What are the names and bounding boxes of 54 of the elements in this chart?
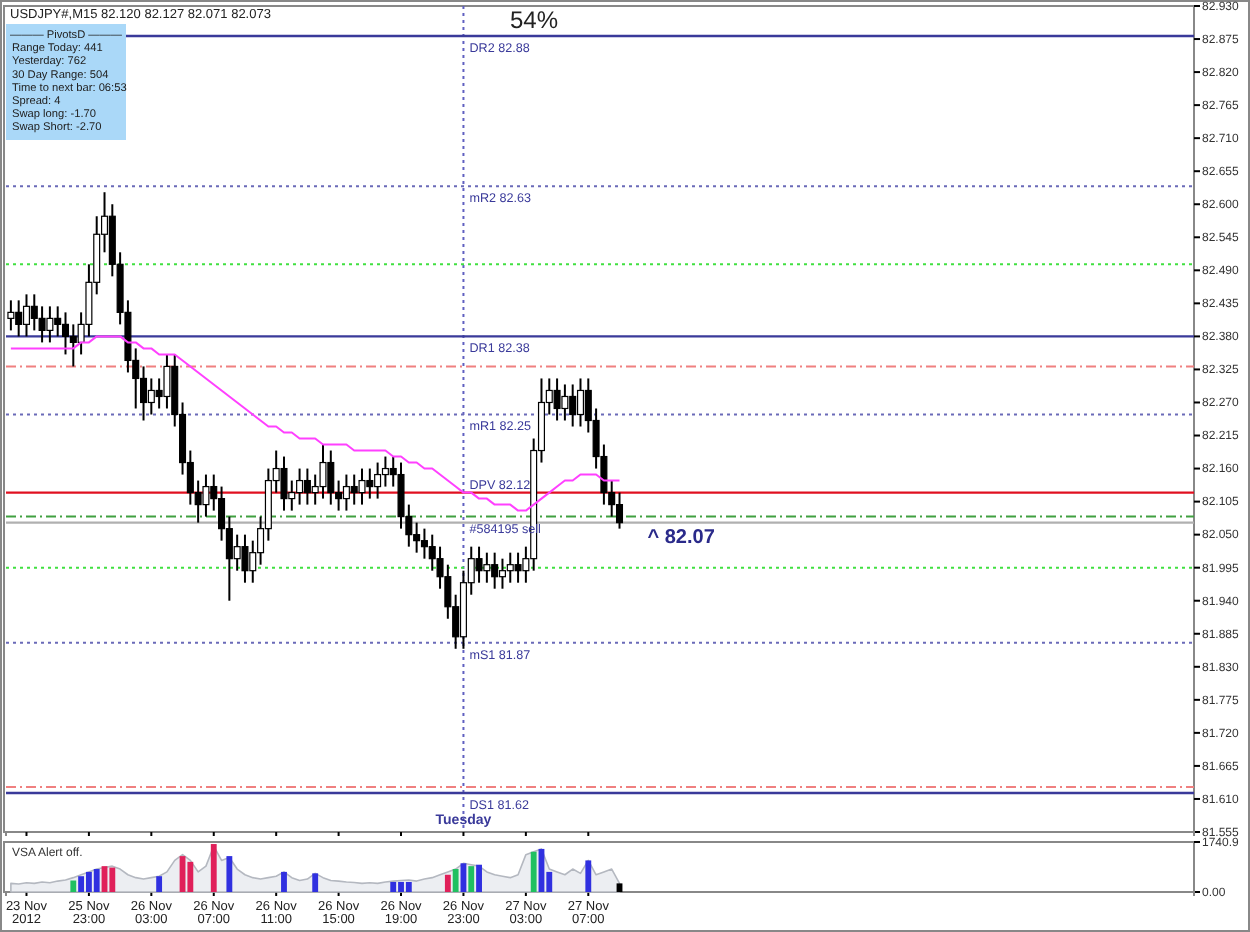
candlestick <box>491 551 499 590</box>
candlestick <box>350 473 358 506</box>
candlestick <box>561 383 569 422</box>
bar <box>210 844 217 892</box>
candlestick <box>374 461 382 500</box>
candlestick <box>280 455 288 512</box>
candlestick <box>358 467 366 506</box>
annotation: ^ 82.07 <box>647 526 716 549</box>
candlestick <box>69 323 77 368</box>
bar <box>468 866 475 892</box>
candlestick <box>7 299 15 332</box>
bar <box>444 874 451 892</box>
bar <box>78 876 85 892</box>
candlestick <box>303 467 311 506</box>
bar <box>312 873 319 892</box>
bar <box>452 869 459 892</box>
bar <box>405 881 412 892</box>
candlestick <box>569 383 577 428</box>
candlestick <box>46 305 54 344</box>
candlestick <box>498 557 506 590</box>
bar <box>226 856 233 892</box>
candlestick <box>22 293 31 338</box>
annotation: 54% <box>510 6 559 34</box>
candlestick <box>506 551 514 584</box>
candlestick <box>327 449 335 506</box>
bar <box>585 860 592 892</box>
candlestick <box>514 551 522 584</box>
bar <box>390 881 397 892</box>
bar <box>476 864 482 892</box>
candlestick <box>147 377 155 416</box>
candlestick <box>342 473 350 512</box>
candlestick <box>576 377 585 428</box>
bar <box>281 871 287 892</box>
candlestick <box>483 551 491 584</box>
bar <box>616 883 623 892</box>
candlestick <box>15 299 23 338</box>
bar <box>70 880 77 892</box>
bar <box>109 867 116 892</box>
bar <box>156 876 163 892</box>
candlestick <box>241 533 249 584</box>
bar <box>93 869 100 892</box>
candlestick <box>163 353 171 410</box>
candlestick <box>553 377 561 422</box>
bar <box>187 861 194 892</box>
bar <box>530 851 537 892</box>
candlestick <box>319 443 327 500</box>
candlestick <box>38 305 46 344</box>
candlestick <box>366 467 374 500</box>
bar <box>85 871 92 892</box>
candlestick <box>233 533 241 572</box>
bar <box>398 881 404 892</box>
candlestick <box>296 467 304 506</box>
candlestick <box>475 545 483 584</box>
candlestick <box>202 473 210 518</box>
